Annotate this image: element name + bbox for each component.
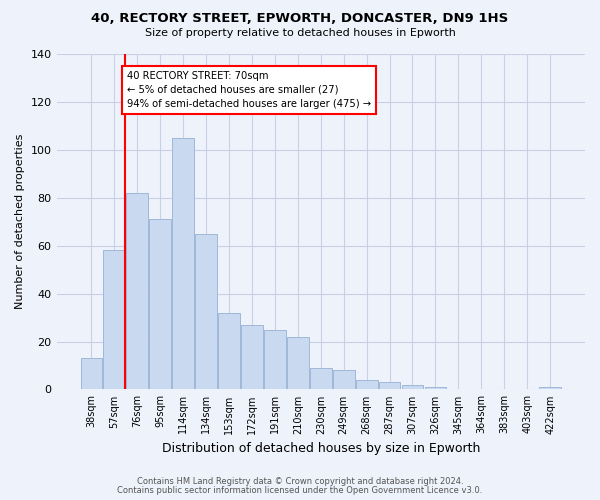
Bar: [149, 220, 171, 390]
Text: Size of property relative to detached houses in Epworth: Size of property relative to detached ho…: [145, 28, 455, 38]
Text: 40 RECTORY STREET: 70sqm
← 5% of detached houses are smaller (27)
94% of semi-de: 40 RECTORY STREET: 70sqm ← 5% of detache…: [127, 71, 371, 109]
Text: 40, RECTORY STREET, EPWORTH, DONCASTER, DN9 1HS: 40, RECTORY STREET, EPWORTH, DONCASTER, …: [91, 12, 509, 26]
Bar: [425, 387, 446, 390]
Text: Contains HM Land Registry data © Crown copyright and database right 2024.: Contains HM Land Registry data © Crown c…: [137, 477, 463, 486]
Bar: [218, 313, 240, 390]
Bar: [287, 336, 309, 390]
Bar: [379, 382, 400, 390]
Y-axis label: Number of detached properties: Number of detached properties: [15, 134, 25, 310]
Bar: [356, 380, 377, 390]
Bar: [539, 387, 561, 390]
Bar: [80, 358, 103, 390]
Bar: [172, 138, 194, 390]
Bar: [103, 250, 125, 390]
Bar: [401, 384, 424, 390]
X-axis label: Distribution of detached houses by size in Epworth: Distribution of detached houses by size …: [161, 442, 480, 455]
Text: Contains public sector information licensed under the Open Government Licence v3: Contains public sector information licen…: [118, 486, 482, 495]
Bar: [310, 368, 332, 390]
Bar: [333, 370, 355, 390]
Bar: [241, 324, 263, 390]
Bar: [195, 234, 217, 390]
Bar: [127, 193, 148, 390]
Bar: [264, 330, 286, 390]
